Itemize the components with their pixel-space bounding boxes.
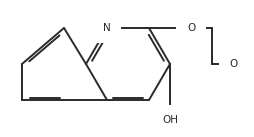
Text: OH: OH [162,115,178,125]
Text: O: O [230,59,238,69]
Text: O: O [187,23,195,33]
Text: N: N [103,23,111,33]
